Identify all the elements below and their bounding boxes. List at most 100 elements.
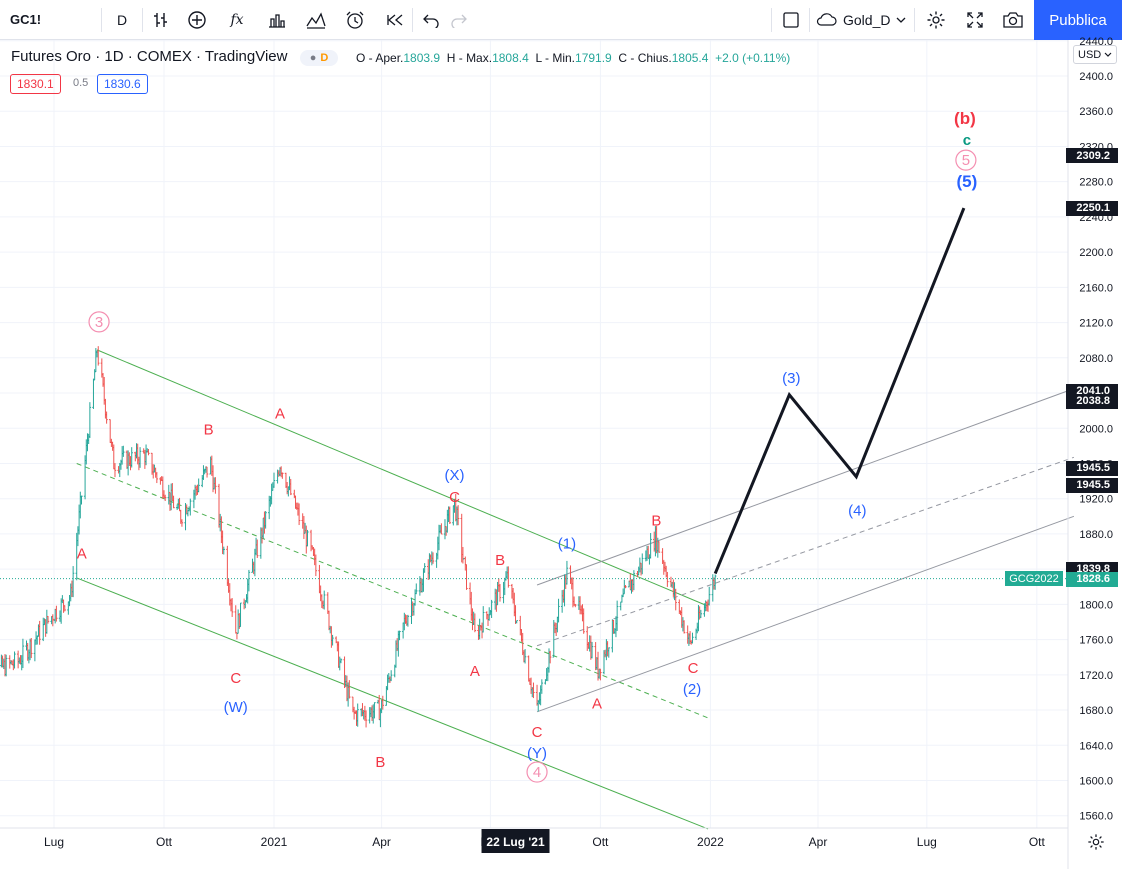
chart-settings-gear-icon[interactable] bbox=[1086, 832, 1106, 852]
candle bbox=[594, 642, 597, 671]
candle bbox=[79, 491, 82, 519]
candle bbox=[67, 601, 70, 615]
candle bbox=[352, 706, 356, 720]
series-name-badge: GCG2022 bbox=[1005, 571, 1063, 586]
candle bbox=[606, 641, 609, 657]
buy-price-button[interactable]: 1830.6 bbox=[97, 74, 148, 94]
candle bbox=[507, 566, 510, 588]
candle bbox=[560, 590, 564, 613]
alert-icon[interactable] bbox=[342, 6, 368, 34]
candle bbox=[605, 639, 608, 661]
candle bbox=[13, 651, 16, 669]
candle bbox=[318, 564, 321, 594]
candle bbox=[37, 624, 40, 637]
candle bbox=[192, 489, 196, 509]
toolbar-divider bbox=[412, 8, 413, 32]
fullscreen-icon[interactable] bbox=[961, 6, 989, 34]
sell-price-button[interactable]: 1830.1 bbox=[10, 74, 61, 94]
candle bbox=[505, 566, 509, 579]
candle bbox=[50, 616, 53, 625]
candle bbox=[195, 485, 198, 496]
up-channel-upper bbox=[536, 388, 1075, 586]
bar-style-icon[interactable] bbox=[148, 6, 174, 34]
candle bbox=[323, 590, 326, 610]
layout-menu[interactable]: Gold_D bbox=[815, 6, 913, 34]
redo-icon[interactable] bbox=[446, 6, 472, 34]
candle bbox=[26, 642, 29, 661]
symbol-search-button[interactable]: GC1! bbox=[10, 12, 42, 27]
candle bbox=[638, 557, 642, 573]
camera-icon[interactable] bbox=[999, 6, 1027, 34]
settings-gear-icon[interactable] bbox=[922, 6, 950, 34]
candle bbox=[338, 656, 341, 671]
candle bbox=[456, 505, 460, 526]
candle bbox=[197, 478, 200, 493]
candle bbox=[270, 483, 273, 505]
candle bbox=[345, 675, 349, 702]
publish-button[interactable]: Pubblica bbox=[1034, 0, 1122, 40]
candle bbox=[203, 468, 206, 475]
candle bbox=[614, 616, 618, 638]
eye-dot-icon: ● bbox=[309, 52, 317, 64]
candle bbox=[320, 594, 324, 608]
price-tick-label: 2160.0 bbox=[1079, 282, 1113, 294]
candle bbox=[293, 489, 296, 499]
high-value: 1808.4 bbox=[492, 51, 529, 65]
candle bbox=[220, 516, 223, 544]
candle bbox=[423, 563, 426, 573]
currency-select[interactable]: USD bbox=[1073, 45, 1118, 64]
candle bbox=[531, 687, 534, 698]
candle bbox=[120, 446, 124, 465]
time-tick-label: Ott bbox=[156, 835, 173, 849]
wave-label: (4) bbox=[848, 503, 866, 520]
candle bbox=[412, 603, 416, 616]
candle bbox=[448, 506, 451, 524]
candle bbox=[389, 670, 393, 682]
up-channel-mid bbox=[536, 456, 1075, 647]
candle bbox=[535, 684, 539, 706]
candle bbox=[648, 554, 651, 565]
candle bbox=[708, 586, 711, 606]
visibility-toggle[interactable]: ● D bbox=[300, 50, 338, 66]
indicators-fx-icon[interactable]: 𝑓x bbox=[230, 12, 244, 28]
candle bbox=[405, 615, 408, 626]
candle bbox=[209, 456, 212, 475]
candle bbox=[372, 704, 375, 724]
candle bbox=[144, 444, 148, 466]
candle bbox=[202, 465, 205, 480]
candle bbox=[205, 466, 209, 478]
candle bbox=[446, 509, 449, 533]
candle bbox=[654, 526, 657, 557]
candle bbox=[376, 699, 380, 704]
candle bbox=[453, 498, 456, 513]
candle bbox=[238, 613, 241, 629]
templates-icon[interactable] bbox=[303, 6, 329, 34]
candle bbox=[621, 588, 625, 598]
candle bbox=[636, 570, 639, 578]
candle bbox=[612, 620, 615, 634]
candle bbox=[128, 452, 131, 466]
candle bbox=[105, 411, 108, 424]
chart-title: Futures Oro · 1D · COMEX · TradingView bbox=[11, 48, 288, 65]
interval-button[interactable]: D bbox=[116, 12, 128, 28]
candle bbox=[562, 589, 565, 603]
candle bbox=[227, 578, 230, 593]
candle bbox=[126, 450, 130, 476]
candle bbox=[570, 577, 573, 590]
compare-icon[interactable] bbox=[264, 6, 290, 34]
candle bbox=[45, 609, 49, 634]
candle bbox=[146, 448, 149, 453]
candle bbox=[602, 650, 606, 675]
indicators-add-icon[interactable] bbox=[184, 6, 210, 34]
candle bbox=[368, 707, 371, 724]
candle bbox=[253, 548, 257, 577]
candle bbox=[528, 678, 532, 685]
fullscreen-toggle-icon[interactable] bbox=[778, 6, 804, 34]
undo-icon[interactable] bbox=[418, 6, 444, 34]
candle bbox=[214, 477, 217, 494]
candle bbox=[86, 433, 89, 452]
replay-icon[interactable] bbox=[382, 6, 408, 34]
candle bbox=[637, 566, 640, 576]
price-badge: 2038.8 bbox=[1066, 393, 1118, 409]
